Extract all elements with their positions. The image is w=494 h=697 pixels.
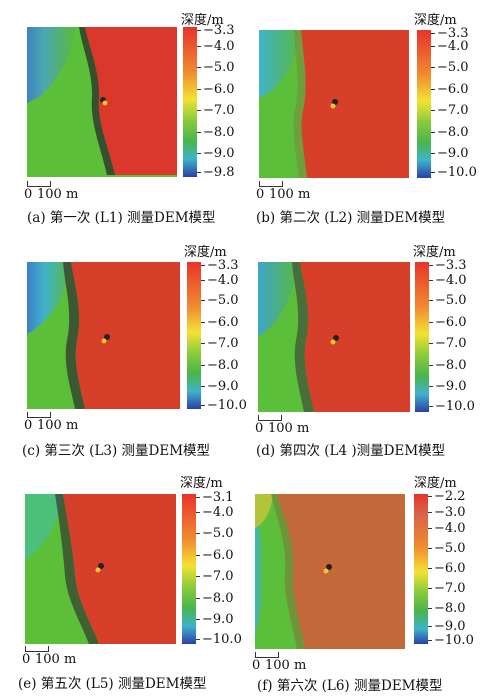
panel-caption: (a) 第一次 (L1) 测量DEM模型: [27, 210, 216, 226]
tick-label: −6.0: [431, 82, 469, 97]
tick-label: −7.0: [431, 103, 469, 118]
scale-label-zero: 0: [22, 652, 31, 667]
scale-label-distance: 100 m: [35, 652, 77, 667]
tick-label: −10.0: [431, 165, 477, 180]
panel-l1: 深度/m −3.3 −4.0 −5.0 −6.0 −7.0 −8.0 −9.0 …: [0, 0, 247, 232]
tick-label: −5.0: [429, 293, 467, 308]
legend-title: 深度/m: [180, 476, 223, 491]
scale-label-distance: 100 m: [37, 418, 79, 433]
dem-map-l4: [258, 262, 410, 412]
tick-label: −9.0: [431, 146, 469, 161]
panel-caption: (f) 第六次 (L6) 测量DEM模型: [257, 678, 443, 694]
tick-label: −7.0: [197, 103, 235, 118]
dem-map-l2: [259, 30, 409, 178]
tick-label: −4.0: [429, 273, 467, 288]
tick-label: −9.0: [197, 146, 235, 161]
panel-l6: 深度/m −2.2 −3.0 −4.0 −5.0 −6.0 −7.0 −8.0 …: [247, 464, 494, 696]
tick-label: −9.0: [428, 619, 466, 634]
tick-label: −3.3: [197, 23, 235, 38]
tick-label: −3.0: [428, 505, 466, 520]
tick-label: −3.3: [431, 26, 469, 41]
scale-label-zero: 0: [255, 421, 264, 436]
tick-label: −10.0: [429, 399, 475, 414]
dem-map-l6: [255, 494, 405, 649]
tick-label: −6.0: [428, 561, 466, 576]
legend-title: 深度/m: [414, 13, 457, 28]
tick-label: −3.3: [201, 258, 239, 273]
tick-label: −10.0: [201, 398, 247, 413]
tick-label: −8.0: [431, 125, 469, 140]
tick-label: −8.0: [197, 125, 235, 140]
dem-map-l5: [25, 494, 176, 644]
panel-caption: (d) 第四次 (L4 )测量DEM模型: [256, 443, 446, 459]
tick-label: −5.0: [201, 293, 239, 308]
tick-label: −4.0: [428, 521, 466, 536]
tick-label: −6.0: [197, 82, 235, 97]
panel-l2: 深度/m −3.3 −4.0 −5.0 −6.0 −7.0 −8.0 −9.0 …: [247, 0, 494, 232]
legend-title: 深度/m: [184, 245, 227, 260]
scale-label-distance: 100 m: [265, 658, 307, 673]
panel-l4: 深度/m −3.3 −4.0 −5.0 −6.0 −7.0 −8.0 −9.0 …: [247, 232, 494, 464]
dem-map-l1: [27, 27, 177, 177]
tick-label: −9.8: [197, 165, 235, 180]
tick-label: −4.0: [196, 505, 234, 520]
tick-label: −7.0: [429, 336, 467, 351]
tick-label: −5.0: [197, 60, 235, 75]
panel-caption: (b) 第二次 (L2) 测量DEM模型: [256, 210, 446, 226]
tick-label: −5.0: [431, 60, 469, 75]
tick-label: −5.0: [196, 526, 234, 541]
tick-label: −10.0: [428, 633, 474, 648]
scale-label-distance: 100 m: [37, 187, 79, 202]
panel-caption: (e) 第五次 (L5) 测量DEM模型: [18, 676, 207, 692]
legend-title: 深度/m: [181, 13, 224, 28]
scale-label-zero: 0: [24, 187, 33, 202]
tick-label: −2.2: [428, 489, 466, 504]
tick-label: −8.0: [429, 358, 467, 373]
tick-label: −8.0: [428, 601, 466, 616]
tick-label: −6.0: [429, 315, 467, 330]
scale-label-distance: 100 m: [268, 421, 310, 436]
tick-label: −5.0: [428, 541, 466, 556]
panel-l3: 深度/m −3.3 −4.0 −5.0 −6.0 −7.0 −8.0 −9.0 …: [0, 232, 247, 464]
tick-label: −3.3: [429, 258, 467, 273]
scale-label-zero: 0: [256, 187, 265, 202]
dem-map-l3: [27, 262, 180, 409]
scale-label-zero: 0: [252, 658, 261, 673]
tick-label: −3.1: [196, 490, 234, 505]
legend-title: 深度/m: [413, 245, 456, 260]
tick-label: −4.0: [201, 273, 239, 288]
tick-label: −8.0: [196, 591, 234, 606]
tick-label: −9.0: [201, 379, 239, 394]
tick-label: −7.0: [201, 336, 239, 351]
tick-label: −4.0: [431, 39, 469, 54]
legend-title: 深度/m: [414, 476, 457, 491]
tick-label: −4.0: [197, 39, 235, 54]
depth-colorbar: [183, 27, 197, 177]
scale-label-distance: 100 m: [269, 187, 311, 202]
panel-caption: (c) 第三次 (L3) 测量DEM模型: [22, 443, 211, 459]
tick-label: −9.0: [429, 379, 467, 394]
tick-label: −10.0: [196, 632, 242, 647]
tick-label: −9.0: [196, 612, 234, 627]
depth-colorbar: [414, 494, 428, 644]
scale-label-zero: 0: [24, 418, 33, 433]
tick-label: −7.0: [196, 569, 234, 584]
tick-label: −7.0: [428, 581, 466, 596]
depth-colorbar: [187, 262, 201, 409]
depth-colorbar: [417, 30, 431, 178]
tick-label: −8.0: [201, 358, 239, 373]
depth-colorbar: [182, 494, 196, 644]
tick-label: −6.0: [201, 315, 239, 330]
depth-colorbar: [415, 262, 429, 412]
tick-label: −6.0: [196, 548, 234, 563]
panel-l5: 深度/m −3.1 −4.0 −5.0 −6.0 −7.0 −8.0 −9.0 …: [0, 464, 247, 696]
